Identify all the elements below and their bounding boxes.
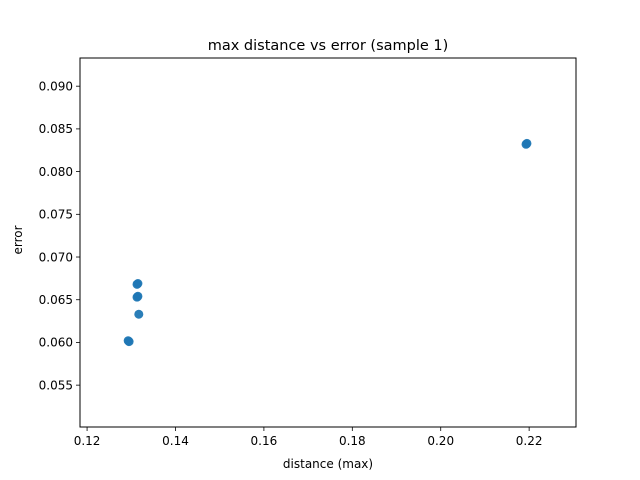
data-point xyxy=(133,279,143,288)
y-tick-label: 0.070 xyxy=(39,250,73,264)
plot-area-frame xyxy=(79,57,577,428)
data-point xyxy=(124,337,134,347)
data-point xyxy=(133,291,143,301)
x-axis-label: distance (max) xyxy=(283,457,373,471)
x-tick-label: 0.16 xyxy=(251,434,278,448)
y-tick-label: 0.085 xyxy=(39,122,73,136)
y-tick-label: 0.060 xyxy=(39,336,73,350)
y-tick-label: 0.075 xyxy=(39,208,73,222)
x-tick-label: 0.20 xyxy=(427,434,454,448)
points-layer xyxy=(123,138,532,347)
ticks-layer: 0.12 0.14 0.16 0.18 0.20 0.22 0.055 0.060 0.065 0… xyxy=(39,79,543,448)
y-tick-label: 0.080 xyxy=(39,165,73,179)
y-axis-label: error xyxy=(11,225,25,254)
x-tick-label: 0.12 xyxy=(74,434,101,448)
x-tick-label: 0.22 xyxy=(516,434,543,448)
chart-title: max distance vs error (sample 1) xyxy=(208,38,449,54)
y-tick-label: 0.065 xyxy=(39,293,73,307)
x-tick-label: 0.18 xyxy=(339,434,366,448)
data-point xyxy=(134,309,144,319)
y-tick-label: 0.090 xyxy=(39,79,73,93)
data-point xyxy=(522,138,532,148)
y-tick-label: 0.055 xyxy=(39,378,73,392)
x-tick-label: 0.14 xyxy=(162,434,189,448)
